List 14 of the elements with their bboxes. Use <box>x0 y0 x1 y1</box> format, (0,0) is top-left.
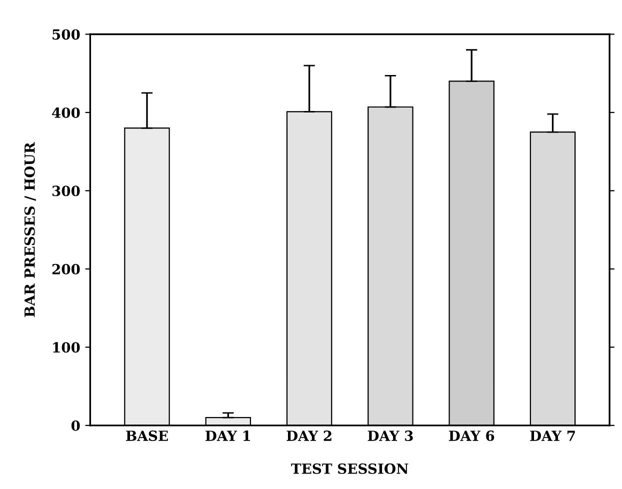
x-tick-label: DAY 3 <box>368 430 413 442</box>
x-tick-label: DAY 2 <box>286 430 332 441</box>
y-tick-label: 0 <box>71 420 80 431</box>
y-axis-title: BAR PRESSES / HOUR <box>24 142 36 317</box>
y-tick-label: 500 <box>52 29 80 40</box>
y-tick-label: 200 <box>52 264 80 274</box>
x-tick-label: DAY 6 <box>448 430 494 442</box>
x-tick-label: DAY 7 <box>530 430 575 441</box>
x-tick-label: BASE <box>126 430 168 442</box>
x-tick-label: DAY 1 <box>206 430 250 441</box>
y-tick-label: 300 <box>52 186 80 196</box>
y-tick-label: 400 <box>52 107 80 118</box>
y-tick-label: 100 <box>53 342 80 353</box>
x-axis-title: TEST SESSION <box>291 463 408 474</box>
